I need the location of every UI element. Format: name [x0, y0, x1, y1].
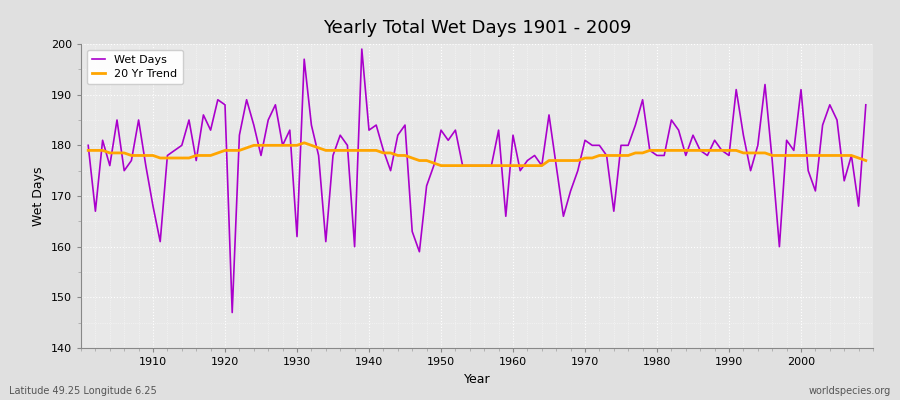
Wet Days — [515, 168, 526, 173]
20 Yr Trend — [349, 148, 360, 153]
Wet Days — [349, 244, 360, 249]
Wet Days — [140, 163, 151, 168]
Wet Days — [608, 209, 619, 214]
20 Yr Trend — [515, 163, 526, 168]
Wet Days — [83, 143, 94, 148]
20 Yr Trend — [608, 153, 619, 158]
Text: Latitude 49.25 Longitude 6.25: Latitude 49.25 Longitude 6.25 — [9, 386, 157, 396]
Y-axis label: Wet Days: Wet Days — [32, 166, 45, 226]
Text: worldspecies.org: worldspecies.org — [809, 386, 891, 396]
Legend: Wet Days, 20 Yr Trend: Wet Days, 20 Yr Trend — [86, 50, 183, 84]
Wet Days — [356, 47, 367, 52]
20 Yr Trend — [306, 143, 317, 148]
Line: Wet Days: Wet Days — [88, 49, 866, 312]
20 Yr Trend — [522, 163, 533, 168]
Title: Yearly Total Wet Days 1901 - 2009: Yearly Total Wet Days 1901 - 2009 — [323, 19, 631, 37]
Wet Days — [522, 158, 533, 163]
Wet Days — [860, 102, 871, 107]
Wet Days — [306, 123, 317, 128]
Line: 20 Yr Trend: 20 Yr Trend — [88, 143, 866, 166]
Wet Days — [227, 310, 238, 315]
20 Yr Trend — [299, 140, 310, 145]
20 Yr Trend — [83, 148, 94, 153]
20 Yr Trend — [140, 153, 151, 158]
20 Yr Trend — [860, 158, 871, 163]
20 Yr Trend — [436, 163, 446, 168]
X-axis label: Year: Year — [464, 372, 490, 386]
